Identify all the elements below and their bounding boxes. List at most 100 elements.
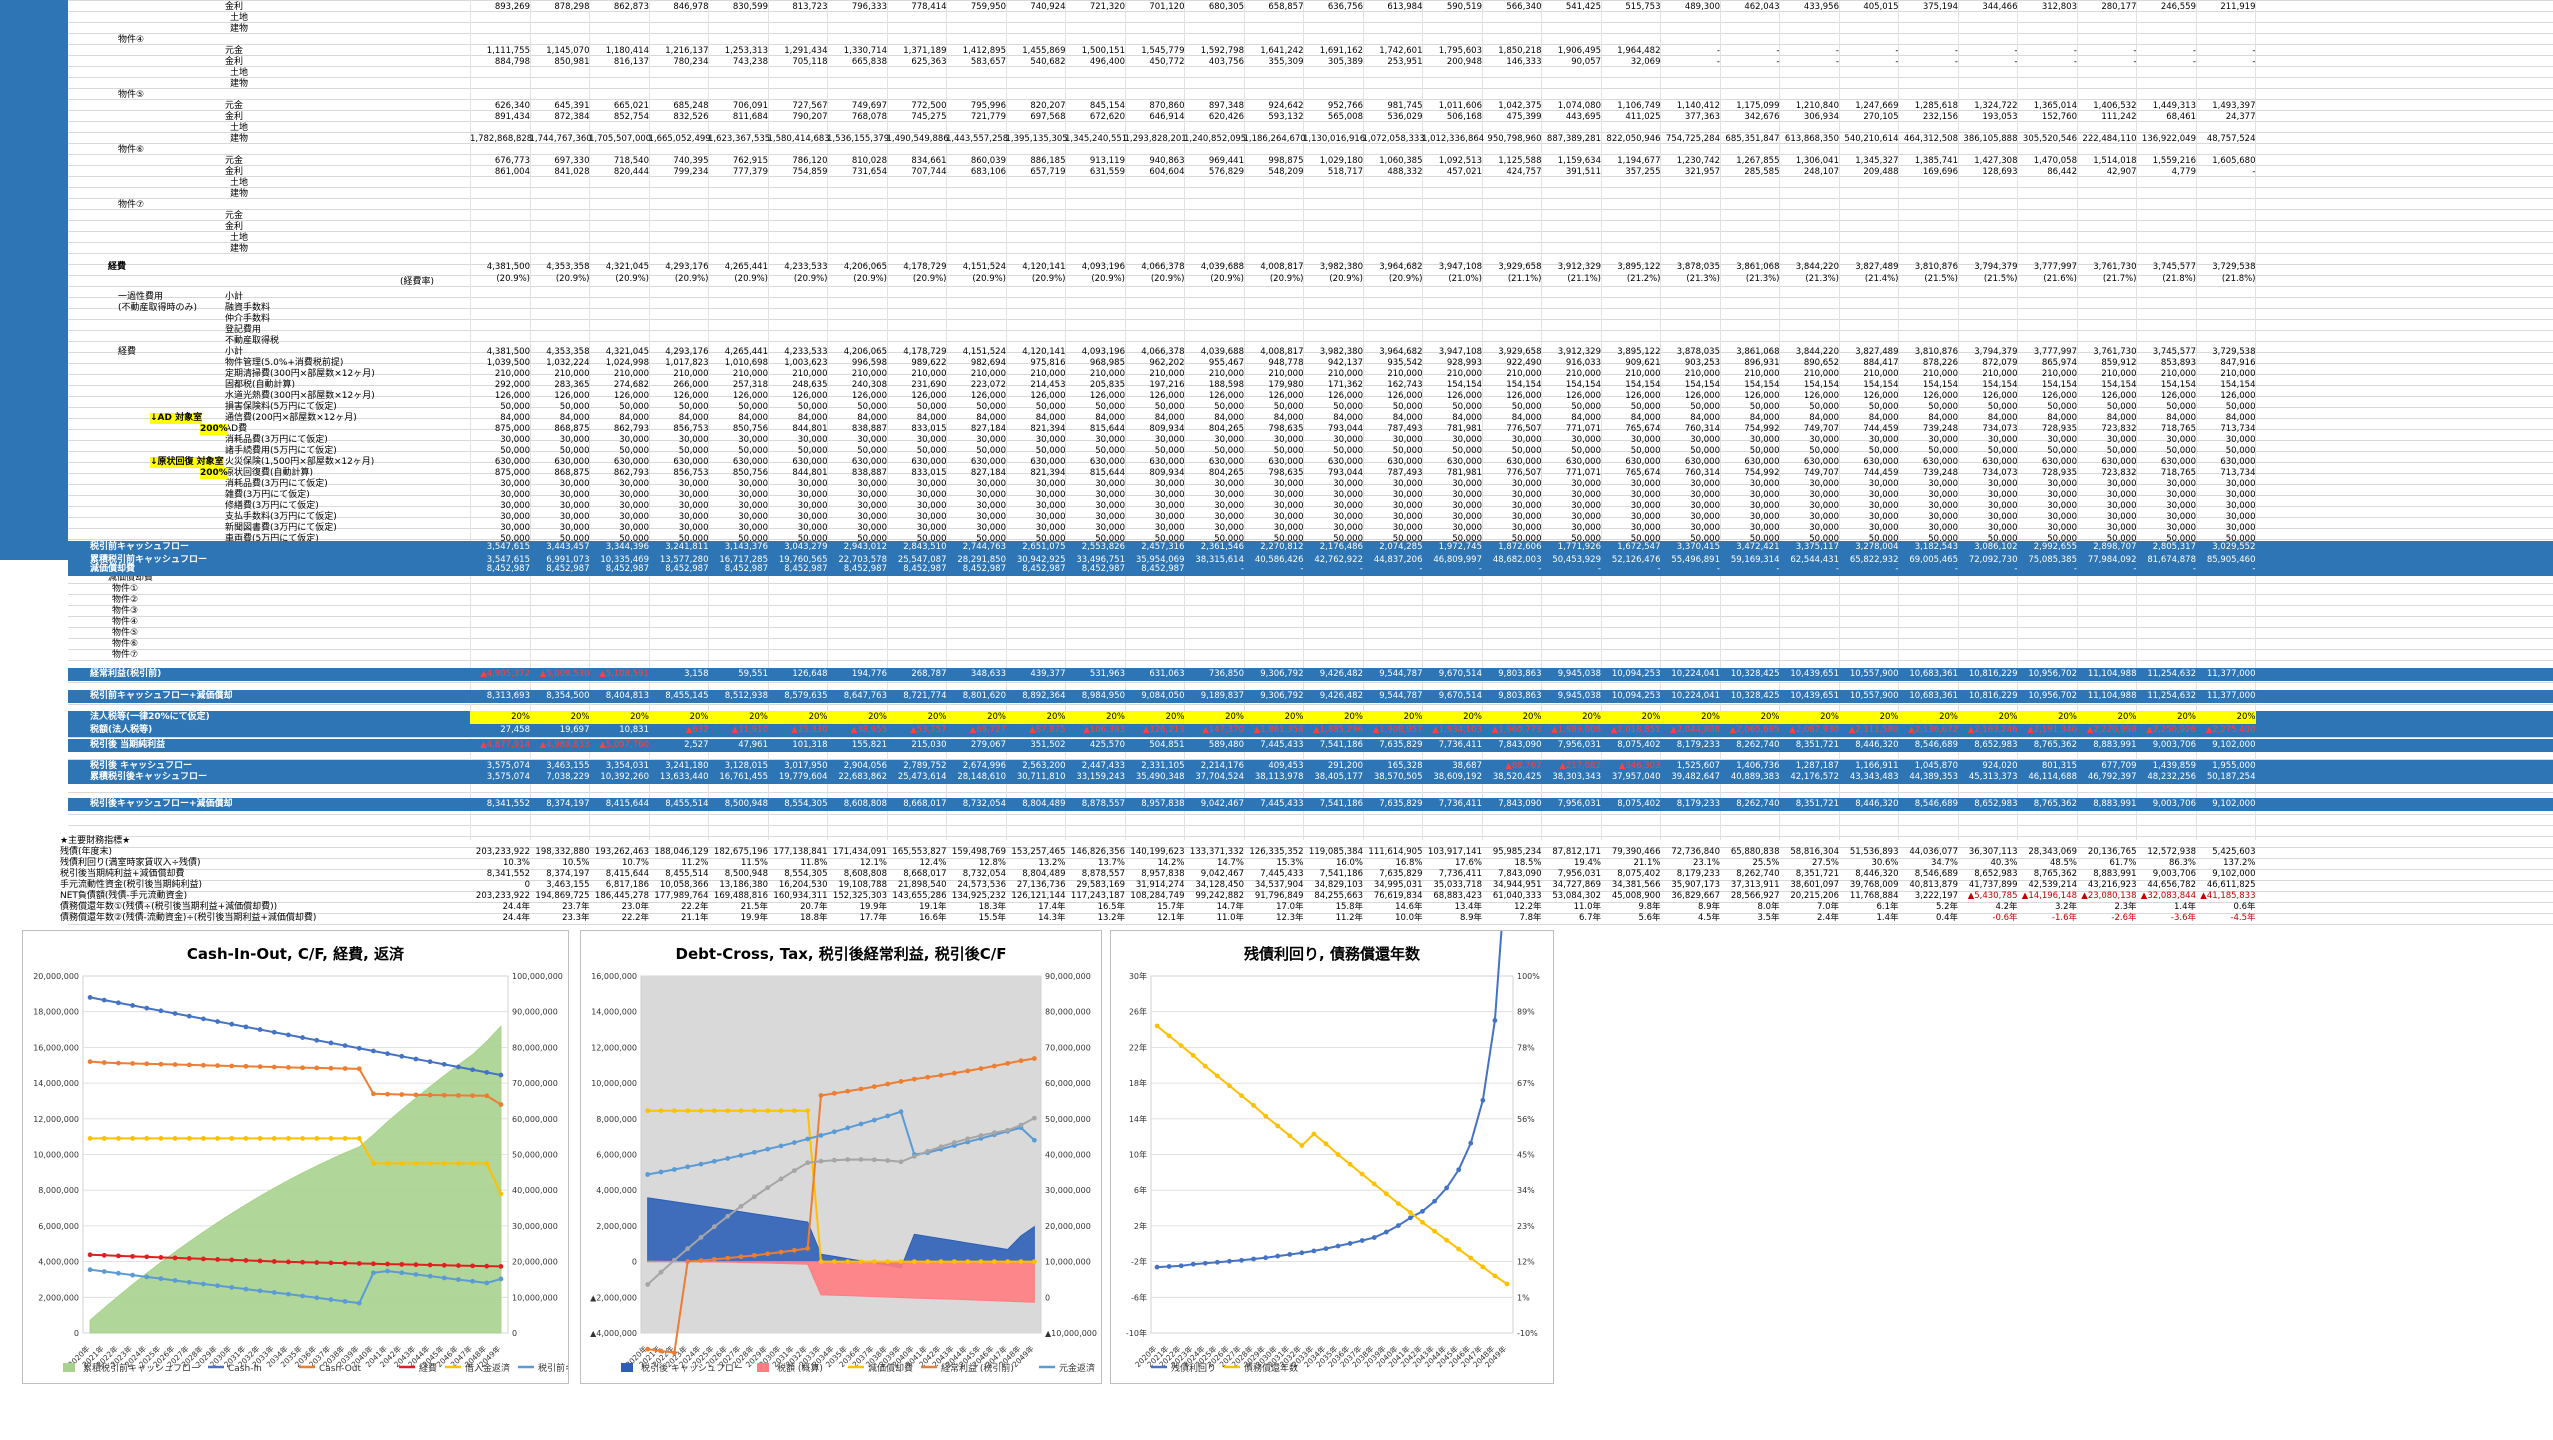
- summary-band-value[interactable]: 3,547,615: [486, 542, 530, 552]
- cell-value[interactable]: 126,000: [1387, 391, 1423, 401]
- cell-value[interactable]: 1,795,603: [1438, 46, 1482, 56]
- summary-band-value[interactable]: 20%: [2195, 711, 2256, 724]
- summary-band-value[interactable]: 8,404,813: [605, 691, 649, 701]
- cell-value[interactable]: 30,000: [619, 523, 649, 533]
- cell-value[interactable]: (21.3%): [1686, 274, 1720, 284]
- cell-value[interactable]: 721,779: [970, 112, 1006, 122]
- cell-value[interactable]: 231,690: [911, 380, 947, 390]
- cell-value[interactable]: 630,000: [1506, 457, 1542, 467]
- cell-value[interactable]: 154,154: [2160, 380, 2196, 390]
- summary-band-value[interactable]: ▲346,303: [1618, 761, 1661, 771]
- cell-value[interactable]: 305,520,546: [2022, 134, 2077, 144]
- summary-band-value[interactable]: 28,148,610: [957, 772, 1006, 782]
- cell-value[interactable]: 723,832: [2101, 468, 2137, 478]
- cell-value[interactable]: 30,000: [2225, 523, 2256, 533]
- cell-value[interactable]: 827,184: [970, 468, 1006, 478]
- cell-value[interactable]: 1,029,180: [1319, 156, 1363, 166]
- summary-band-value[interactable]: 9,102,000: [2212, 799, 2256, 809]
- cell-value[interactable]: 1,042,375: [1498, 101, 1542, 111]
- summary-band-value[interactable]: 10,831: [619, 725, 649, 735]
- summary-band-value[interactable]: 46,114,688: [2028, 772, 2077, 782]
- cell-value[interactable]: 84,000: [1690, 413, 1720, 423]
- cell-value[interactable]: 210,000: [1268, 369, 1304, 379]
- cell-value[interactable]: 126,000: [554, 391, 590, 401]
- summary-band-value[interactable]: 801,315: [2041, 761, 2077, 771]
- cell-value[interactable]: 489,300: [1684, 2, 1720, 12]
- summary-band-value[interactable]: -: [1954, 564, 1958, 574]
- cell-value[interactable]: 45,008,900: [1611, 891, 1661, 901]
- cell-value[interactable]: 744,459: [1863, 424, 1899, 434]
- cell-value[interactable]: 765,674: [1625, 468, 1661, 478]
- cell-value[interactable]: 433,956: [1803, 2, 1839, 12]
- cell-value[interactable]: 1,230,742: [1676, 156, 1720, 166]
- cell-value[interactable]: 30,000: [797, 479, 828, 489]
- cell-value[interactable]: 210,000: [2101, 369, 2137, 379]
- cell-value[interactable]: 30,000: [1095, 512, 1125, 522]
- cell-value[interactable]: 50,000: [1095, 534, 1125, 544]
- summary-band-value[interactable]: 75,085,385: [2028, 555, 2077, 565]
- summary-band-value[interactable]: 9,189,837: [1200, 691, 1244, 701]
- cell-value[interactable]: -2.6年: [2111, 913, 2137, 923]
- summary-band-value[interactable]: 8,452,987: [1081, 564, 1125, 574]
- cell-value[interactable]: 2.4年: [1816, 913, 1839, 923]
- cell-value[interactable]: 645,391: [554, 101, 590, 111]
- cell-value[interactable]: 630,000: [1565, 457, 1601, 467]
- cell-value[interactable]: 30,000: [559, 501, 590, 511]
- cell-value[interactable]: -: [1835, 46, 1839, 56]
- cell-value[interactable]: 4,233,533: [784, 262, 828, 272]
- summary-band-value[interactable]: 20%: [1184, 711, 1244, 724]
- cell-value[interactable]: 386,105,888: [1963, 134, 2018, 144]
- cell-value[interactable]: 727,567: [792, 101, 828, 111]
- summary-band-value[interactable]: 9,945,038: [1557, 669, 1601, 679]
- cell-value[interactable]: 30,000: [1571, 523, 1601, 533]
- cell-value[interactable]: 153,257,465: [1011, 847, 1066, 857]
- cell-value[interactable]: 798,635: [1268, 468, 1304, 478]
- cell-value[interactable]: 50,000: [797, 402, 828, 412]
- cell-value[interactable]: 4,381,500: [486, 262, 530, 272]
- cell-value[interactable]: 3,964,682: [1379, 347, 1423, 357]
- cell-value[interactable]: 136,922,049: [2141, 134, 2196, 144]
- summary-band-value[interactable]: 8,892,364: [1022, 691, 1066, 701]
- cell-value[interactable]: 1,580,414,683: [767, 134, 830, 144]
- cell-value[interactable]: 884,798: [494, 57, 530, 67]
- cell-value[interactable]: 84,000: [1630, 413, 1661, 423]
- cell-value[interactable]: 1,705,507,000: [589, 134, 652, 144]
- cell-value[interactable]: 1,345,327: [1855, 156, 1899, 166]
- summary-band-value[interactable]: 20%: [1124, 711, 1185, 724]
- summary-band-value[interactable]: 35,954,069: [1135, 555, 1185, 565]
- cell-value[interactable]: 795,996: [970, 101, 1006, 111]
- cell-value[interactable]: 754,992: [1744, 424, 1780, 434]
- cell-value[interactable]: 30,000: [1690, 523, 1720, 533]
- cell-value[interactable]: 312,803: [2041, 2, 2077, 12]
- cell-value[interactable]: (20.9%): [912, 274, 947, 284]
- cell-value[interactable]: (20.9%): [734, 274, 768, 284]
- cell-value[interactable]: 1,514,018: [2093, 156, 2137, 166]
- cell-value[interactable]: 50,000: [976, 534, 1006, 544]
- cell-value[interactable]: 20,215,206: [1790, 891, 1839, 901]
- summary-band-value[interactable]: 7,445,433: [1260, 740, 1304, 750]
- summary-band-value[interactable]: 1,672,547: [1617, 542, 1661, 552]
- cell-value[interactable]: 50,000: [2047, 446, 2077, 456]
- cell-value[interactable]: 84,000: [1987, 413, 2018, 423]
- summary-band-value[interactable]: 11,254,632: [2147, 669, 2196, 679]
- cell-value[interactable]: 30,000: [2166, 479, 2196, 489]
- cell-value[interactable]: 868,875: [554, 468, 590, 478]
- cell-value[interactable]: 36,307,113: [1968, 847, 2018, 857]
- cell-value[interactable]: 8,554,305: [784, 869, 828, 879]
- summary-band-value[interactable]: 11,104,988: [2087, 691, 2137, 701]
- summary-band-value[interactable]: 2,674,996: [962, 761, 1006, 771]
- cell-value[interactable]: 749,697: [851, 101, 887, 111]
- cell-value[interactable]: 30,000: [1868, 490, 1899, 500]
- cell-value[interactable]: 152,325,303: [832, 891, 887, 901]
- summary-band-value[interactable]: 8,579,635: [784, 691, 828, 701]
- cell-value[interactable]: (21.7%): [2102, 274, 2137, 284]
- cell-value[interactable]: 30.6%: [1871, 858, 1899, 868]
- cell-value[interactable]: 630,000: [1327, 457, 1363, 467]
- cell-value[interactable]: 137.2%: [2223, 858, 2256, 868]
- cell-value[interactable]: 30,000: [1273, 501, 1304, 511]
- cell-value[interactable]: 30,000: [2047, 490, 2077, 500]
- cell-value[interactable]: 809,934: [1149, 424, 1185, 434]
- cell-value[interactable]: 154,154: [2220, 380, 2256, 390]
- summary-band-value[interactable]: 40,889,383: [1730, 772, 1780, 782]
- cell-value[interactable]: 30,000: [1749, 523, 1780, 533]
